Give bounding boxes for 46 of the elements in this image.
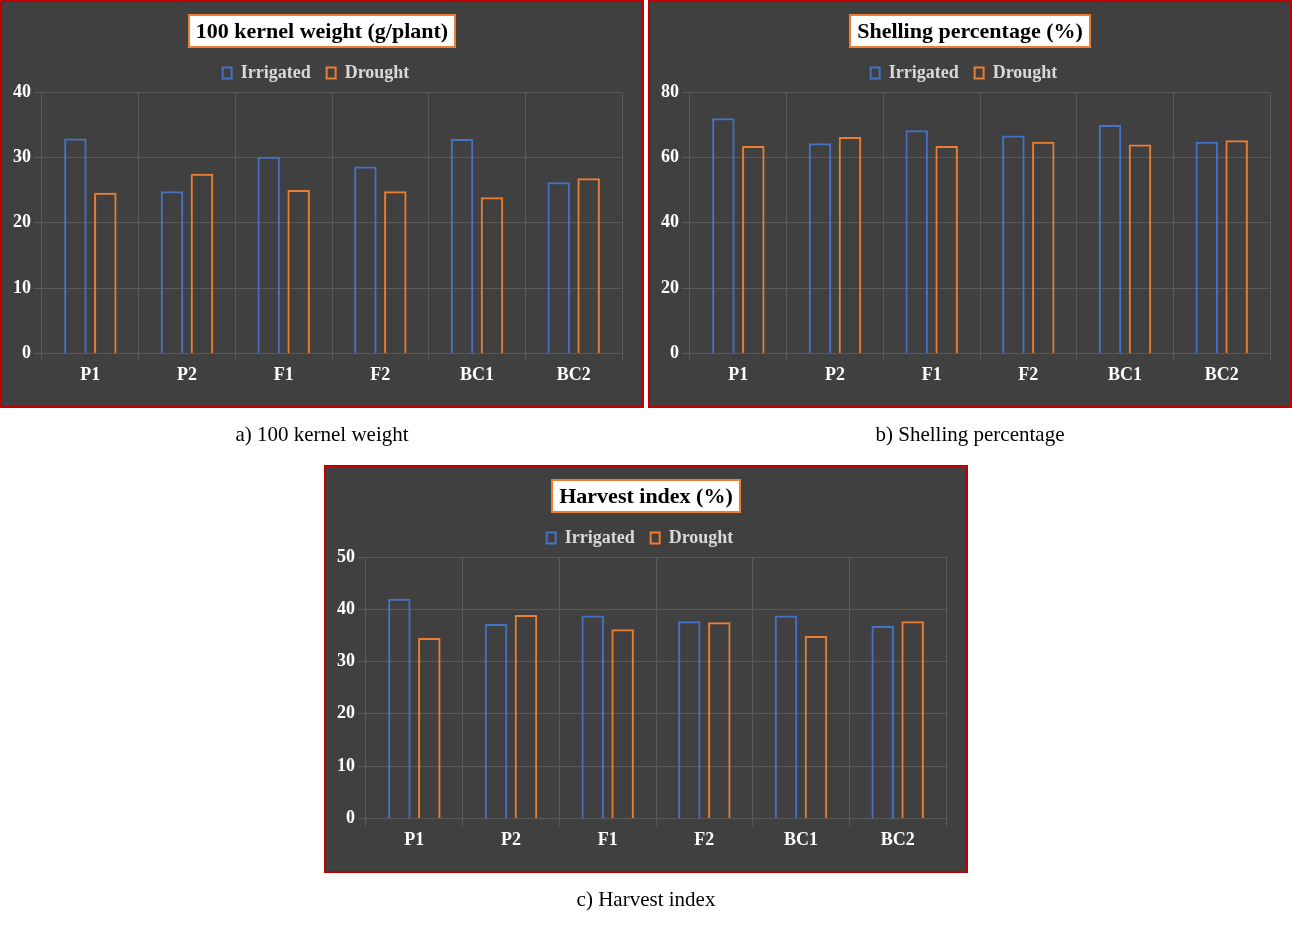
legend-label: Irrigated	[888, 61, 959, 82]
y-tick-label: 0	[346, 807, 355, 828]
x-tick-label: F2	[694, 828, 715, 849]
y-tick-label: 60	[661, 146, 679, 167]
text: b) Shelling percentage	[875, 422, 1065, 447]
x-tick-label: P2	[501, 828, 521, 849]
x-tick-label: BC2	[556, 363, 591, 384]
y-tick-label: 0	[22, 342, 31, 363]
x-tick-label: P1	[404, 828, 425, 849]
y-tick-label: 30	[13, 146, 31, 167]
x-tick-label: P1	[728, 363, 749, 384]
chart-title: Shelling percentage (%)	[849, 14, 1091, 48]
y-tick-label: 80	[661, 80, 679, 101]
legend-label: Drought	[992, 61, 1058, 82]
y-tick-label: 0	[670, 342, 679, 363]
legend-label: Drought	[668, 526, 734, 547]
x-tick-label: BC1	[783, 828, 819, 849]
chart-title: Harvest index (%)	[551, 479, 741, 513]
x-tick-label: BC1	[1107, 363, 1143, 384]
text: a) 100 kernel weight	[235, 422, 409, 447]
x-tick-label: P2	[177, 363, 197, 384]
x-tick-label: P1	[80, 363, 101, 384]
y-tick-label: 10	[13, 276, 31, 297]
y-tick-label: 30	[337, 650, 355, 671]
chart-title: 100 kernel weight (g/plant)	[187, 14, 457, 48]
x-tick-label: F1	[597, 828, 618, 849]
y-tick-label: 40	[661, 211, 679, 232]
legend-label: Drought	[344, 61, 410, 82]
x-tick-label: BC2	[880, 828, 915, 849]
x-tick-label: BC1	[459, 363, 495, 384]
y-tick-label: 20	[13, 211, 31, 232]
y-tick-label: 40	[337, 597, 355, 618]
x-tick-label: P2	[825, 363, 845, 384]
y-tick-label: 20	[337, 702, 355, 723]
y-tick-label: 20	[661, 276, 679, 297]
x-tick-label: F2	[370, 363, 391, 384]
y-tick-label: 40	[13, 80, 31, 101]
x-tick-label: F1	[273, 363, 294, 384]
y-tick-label: 50	[337, 545, 355, 566]
x-tick-label: F2	[1018, 363, 1039, 384]
legend-label: Irrigated	[564, 526, 635, 547]
text: c) Harvest index	[576, 887, 716, 912]
x-tick-label: BC2	[1204, 363, 1239, 384]
y-tick-label: 10	[337, 754, 355, 775]
legend-label: Irrigated	[240, 61, 311, 82]
x-tick-label: F1	[921, 363, 942, 384]
